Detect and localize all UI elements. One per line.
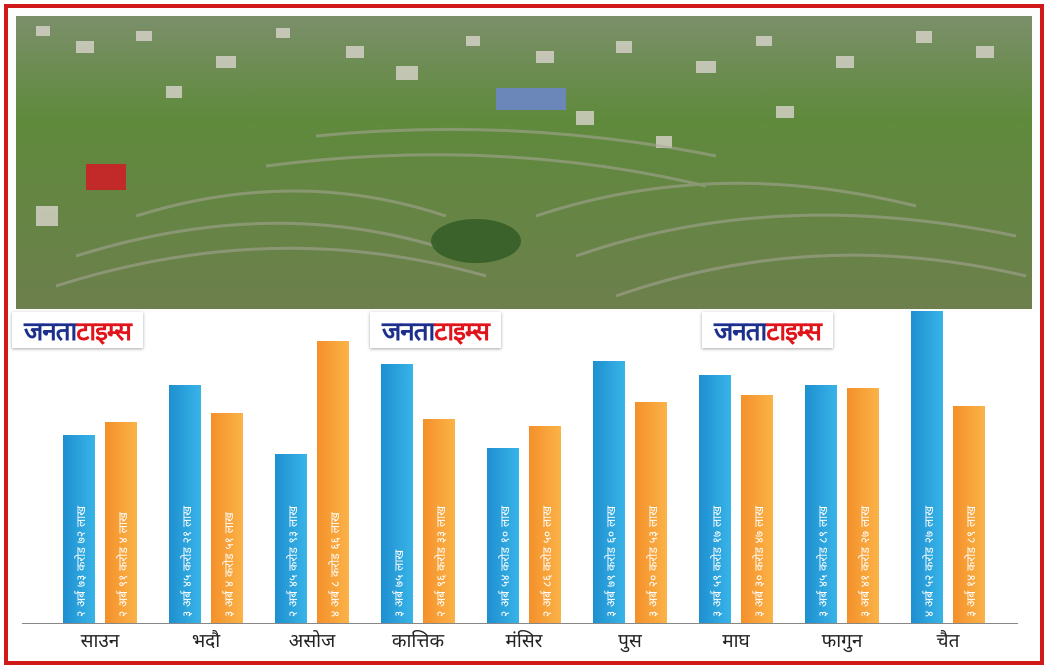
logo-text-blue: जनता: [24, 317, 77, 347]
category-label: मंसिर: [505, 630, 543, 652]
bar-orange: [529, 426, 561, 623]
bar-blue: [169, 385, 201, 623]
bar-value-label: ३ अर्ब ७९ करोड ६० लाख: [604, 505, 618, 617]
category-label: फागुन: [821, 630, 863, 652]
bar-blue: [487, 448, 519, 623]
bar-value-label: ३ अर्ब २० करोड ५३ लाख: [646, 505, 660, 617]
bar-value-label: २ अर्ब ८६ करोड ५० लाख: [540, 505, 554, 617]
bar-value-label: ३ अर्ब ४१ करोड २७ लाख: [858, 505, 872, 617]
category-label: कात्तिक: [391, 630, 445, 652]
watermark-logo: जनता टाइम्स: [370, 312, 501, 348]
bar-blue: [381, 364, 413, 623]
logo-text-red: टाइम्स: [766, 317, 822, 347]
category-label: भदौ: [191, 630, 221, 652]
logo-text-red: टाइम्स: [76, 317, 132, 347]
bar-blue: [911, 311, 943, 623]
chart-panel: [8, 313, 1040, 661]
bar-blue: [275, 454, 307, 623]
category-label: साउन: [80, 630, 120, 652]
x-axis-line: [22, 623, 1018, 624]
bar-value-label: ३ अर्ब १४ करोड ८९ लाख: [964, 505, 978, 617]
bar-orange: [741, 395, 773, 623]
bar-value-label: २ अर्ब ४५ करोड ९३ लाख: [286, 505, 300, 617]
bar-orange: [423, 419, 455, 623]
bar-blue: [699, 375, 731, 623]
bar-value-label: ४ अर्ब ५२ करोड २७ लाख: [922, 505, 936, 617]
bar-value-label: ४ अर्ब ८ करोड ६६ लाख: [328, 512, 342, 617]
bar-value-label: ३ अर्ब ४५ करोड २१ लाख: [180, 505, 194, 617]
bar-orange: [317, 341, 349, 623]
bar-orange: [847, 388, 879, 623]
bar-value-label: ३ अर्ब ४५ करोड ८९ लाख: [816, 505, 830, 617]
bar-value-label: ३ अर्ब ७५ लाख: [392, 549, 406, 617]
bar-blue: [805, 385, 837, 623]
logo-text-red: टाइम्स: [434, 317, 490, 347]
bar-value-label: २ अर्ब ७३ करोड ७२ लाख: [74, 505, 88, 617]
category-label: असोज: [288, 630, 336, 652]
logo-text-blue: जनता: [714, 317, 767, 347]
category-label: माघ: [722, 630, 750, 652]
image-frame: जनता टाइम्स जनता टाइम्स जनता टाइम्स: [4, 4, 1044, 665]
bar-orange: [211, 413, 243, 623]
terraced-fields-photo: [16, 16, 1032, 309]
bar-orange: [953, 406, 985, 623]
photo-illustration: [16, 16, 1032, 309]
bar-value-label: ३ अर्ब ५९ करोड १७ लाख: [710, 505, 724, 617]
bar-value-label: ३ अर्ब ४ करोड ५१ लाख: [222, 512, 236, 617]
bar-value-label: २ अर्ब ५४ करोड १० लाख: [498, 505, 512, 617]
logo-text-blue: जनता: [382, 317, 435, 347]
bar-value-label: २ अर्ब ९६ करोड ३३ लाख: [434, 505, 448, 617]
category-label: चैत: [936, 630, 960, 652]
watermark-logo: जनता टाइम्स: [702, 312, 833, 348]
bar-value-label: २ अर्ब ९१ करोड ४ लाख: [116, 512, 130, 617]
watermark-logo: जनता टाइम्स: [12, 312, 143, 348]
bar-value-label: ३ अर्ब ३० करोड ४७ लाख: [752, 505, 766, 617]
category-label: पुस: [618, 630, 642, 652]
bar-blue: [593, 361, 625, 623]
bar-orange: [105, 422, 137, 623]
bar-orange: [635, 402, 667, 623]
bar-blue: [63, 435, 95, 623]
